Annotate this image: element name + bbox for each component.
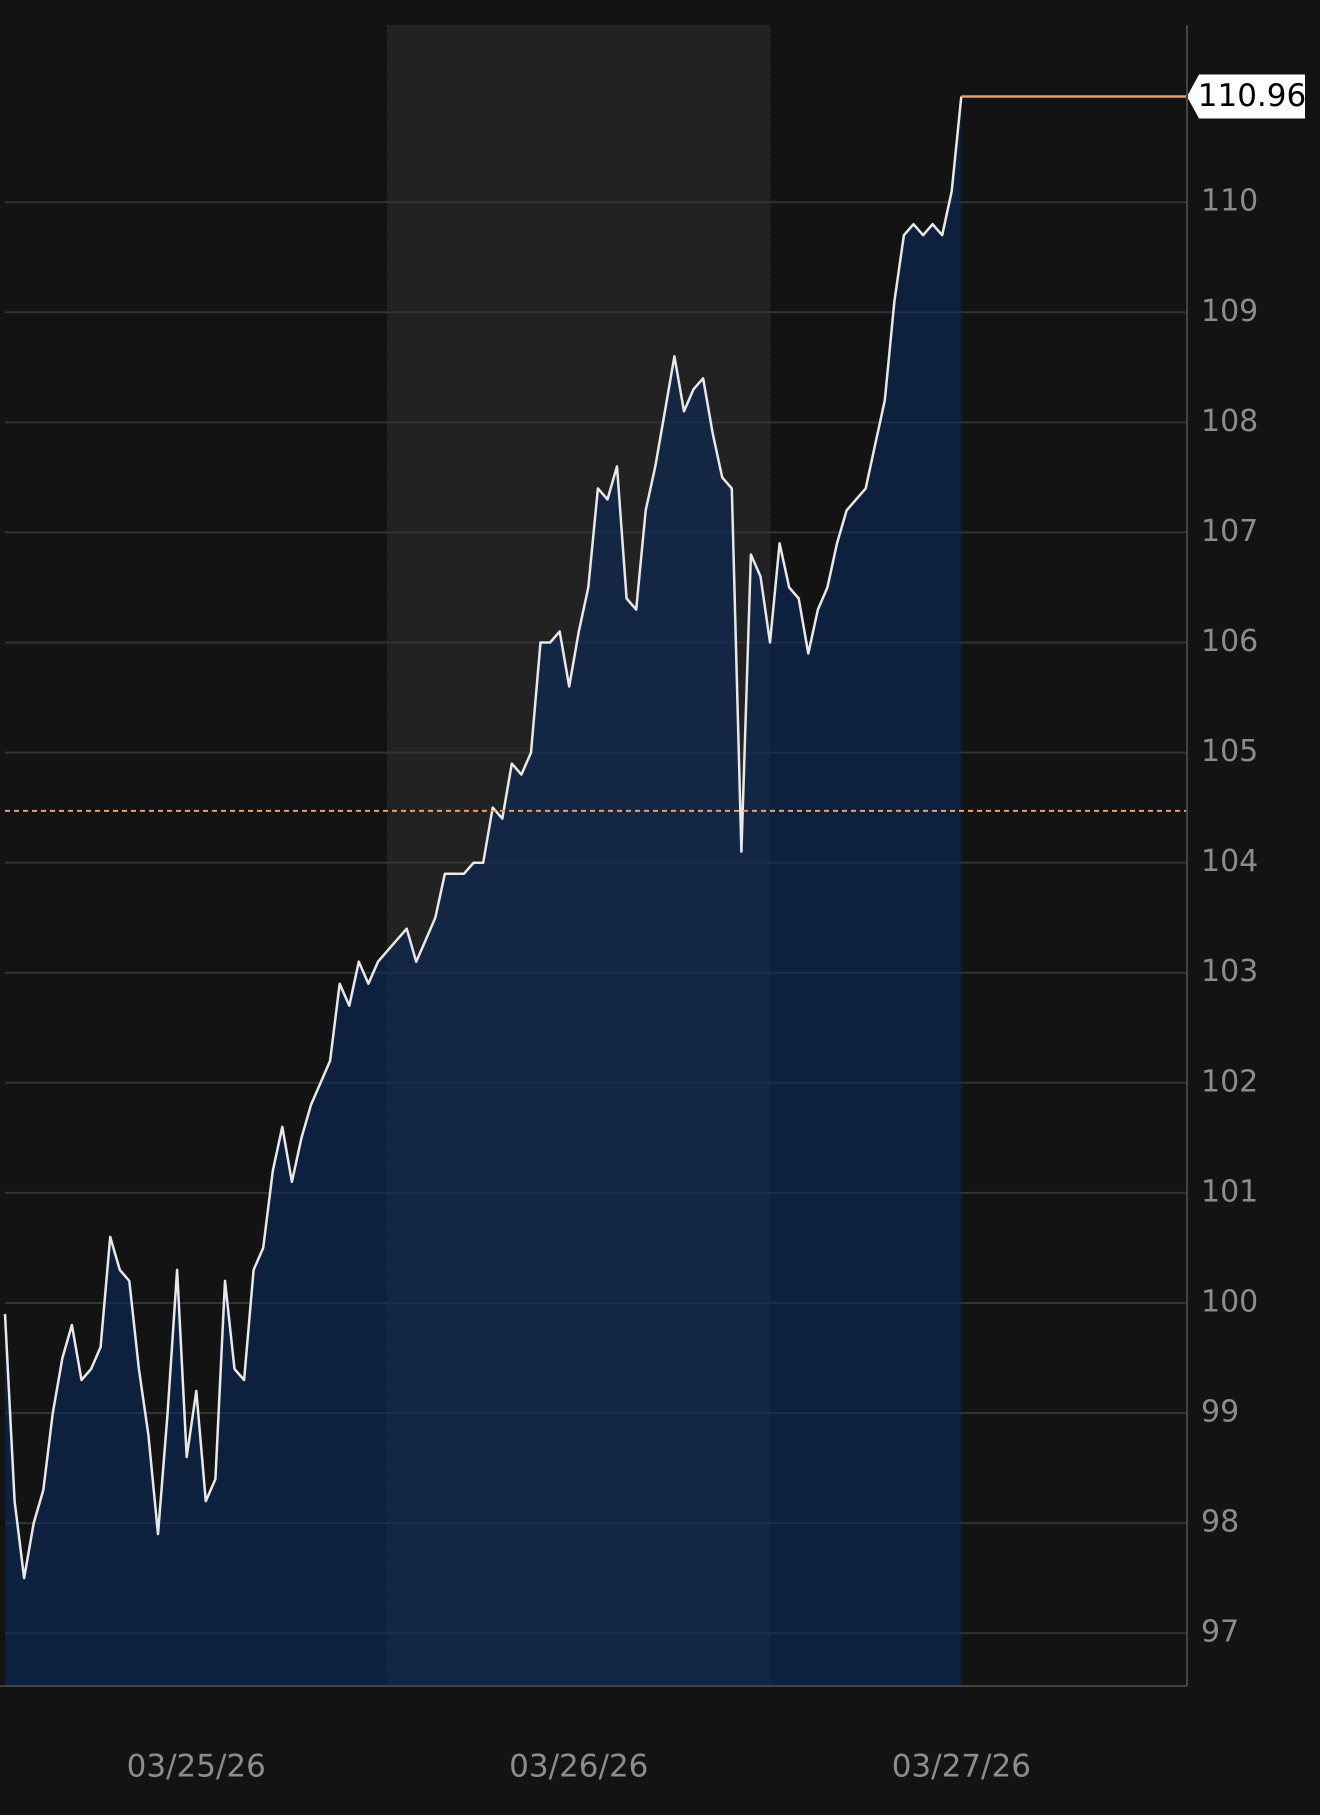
y-tick-label: 102 xyxy=(1201,1064,1258,1099)
y-tick-label: 97 xyxy=(1201,1615,1239,1650)
y-tick-label: 108 xyxy=(1201,404,1258,439)
y-tick-label: 110 xyxy=(1201,184,1258,219)
y-tick-label: 99 xyxy=(1201,1395,1239,1430)
y-tick-label: 105 xyxy=(1201,734,1258,769)
last-value-box xyxy=(1187,74,1305,119)
y-tick-label: 100 xyxy=(1201,1284,1258,1319)
y-tick-label: 101 xyxy=(1201,1174,1258,1209)
area-fill xyxy=(5,96,962,1686)
last-value-label: 110.96 xyxy=(1198,78,1306,114)
y-tick-label: 104 xyxy=(1201,844,1258,879)
y-tick-label: 107 xyxy=(1201,514,1258,549)
x-tick-label: 03/27/26 xyxy=(892,1749,1031,1785)
y-tick-label: 106 xyxy=(1201,624,1258,659)
y-tick-label: 109 xyxy=(1201,294,1258,329)
x-tick-label: 03/26/26 xyxy=(509,1749,648,1785)
y-tick-label: 103 xyxy=(1201,954,1258,989)
y-tick-label: 98 xyxy=(1201,1505,1239,1540)
price-line xyxy=(3,96,963,1580)
x-tick-label: 03/25/26 xyxy=(127,1749,266,1785)
